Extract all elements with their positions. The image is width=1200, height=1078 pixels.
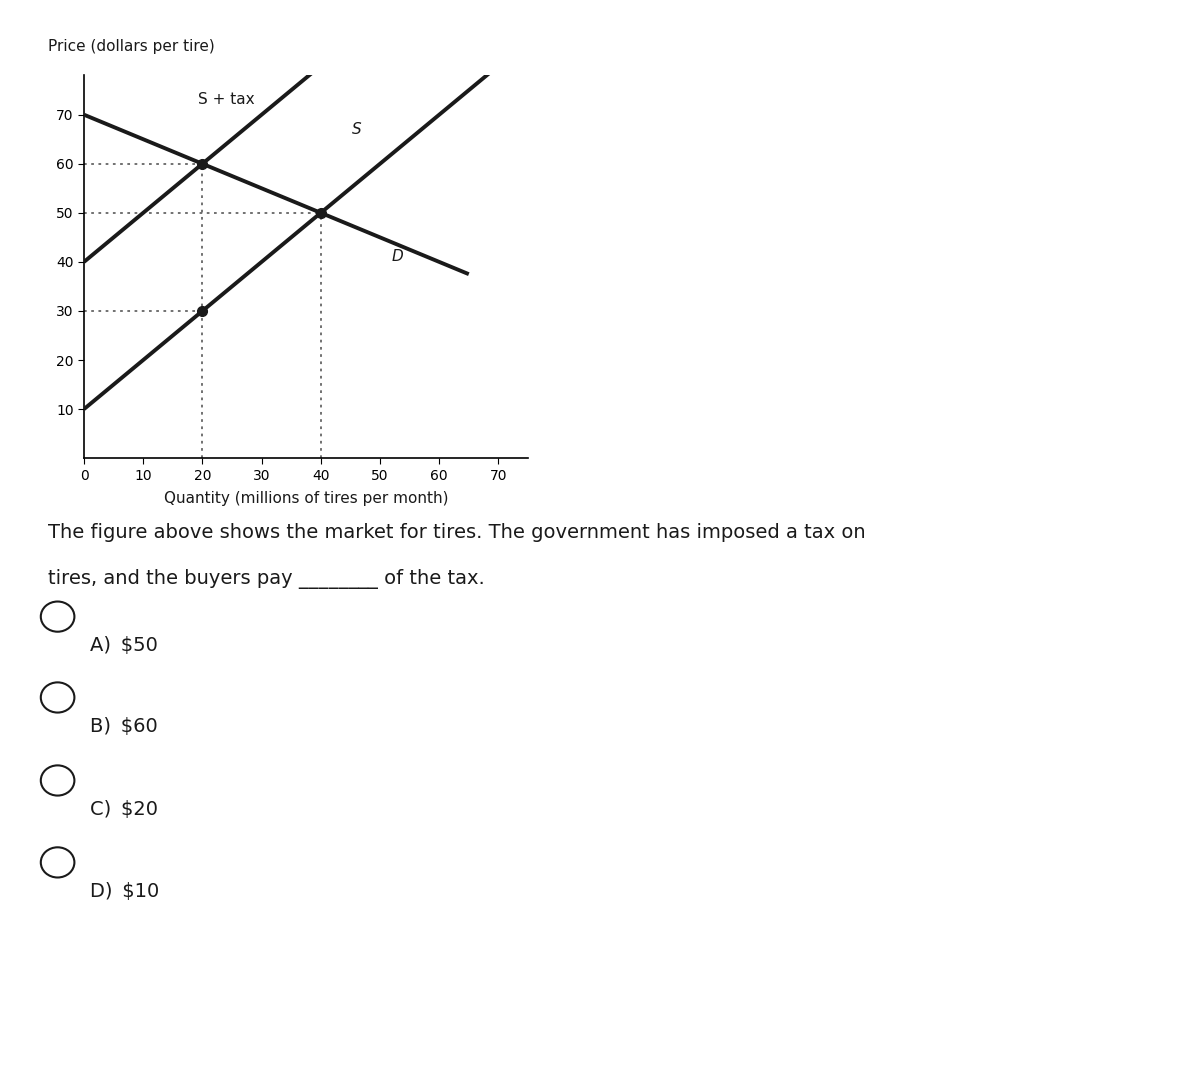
Text: Price (dollars per tire): Price (dollars per tire) xyxy=(48,39,215,54)
X-axis label: Quantity (millions of tires per month): Quantity (millions of tires per month) xyxy=(163,490,449,506)
Text: D: D xyxy=(392,249,403,264)
Text: tires, and the buyers pay ________ of the tax.: tires, and the buyers pay ________ of th… xyxy=(48,569,485,590)
Text: S + tax: S + tax xyxy=(198,93,254,108)
Text: D) $10: D) $10 xyxy=(90,882,160,901)
Text: S: S xyxy=(352,122,361,137)
Text: B) $60: B) $60 xyxy=(90,717,157,736)
Text: A) $50: A) $50 xyxy=(90,636,158,655)
Text: The figure above shows the market for tires. The government has imposed a tax on: The figure above shows the market for ti… xyxy=(48,523,865,542)
Text: C) $20: C) $20 xyxy=(90,800,158,819)
